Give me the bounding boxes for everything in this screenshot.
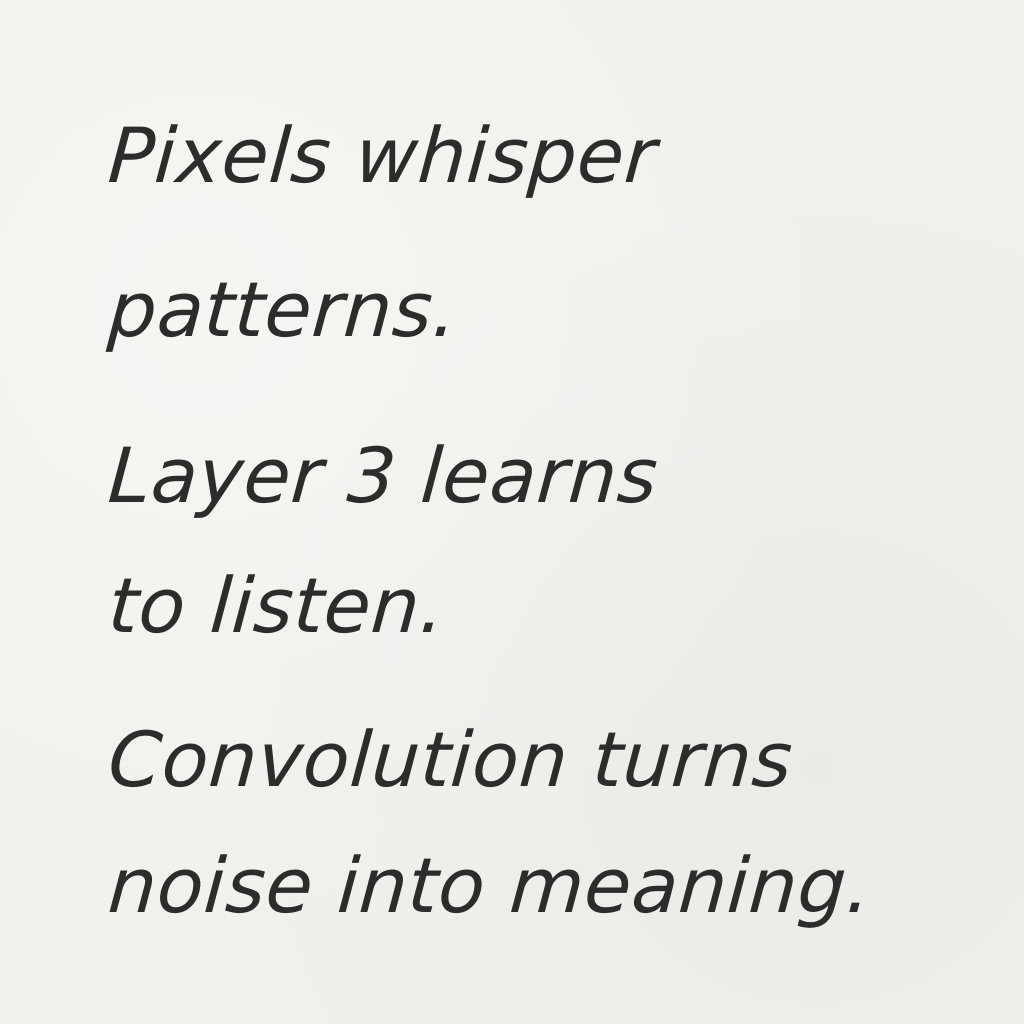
stanza-1-line-2: patterns.	[105, 265, 461, 354]
stanza-2-line-2: to listen.	[105, 561, 448, 650]
stanza-3-line-2: noise into meaning.	[105, 841, 875, 930]
stanza-3-line-1: Convolution turns	[105, 715, 796, 804]
stanza-1-line-1: Pixels whisper	[105, 111, 660, 200]
stanza-2-line-1: Layer 3 learns	[105, 431, 661, 520]
